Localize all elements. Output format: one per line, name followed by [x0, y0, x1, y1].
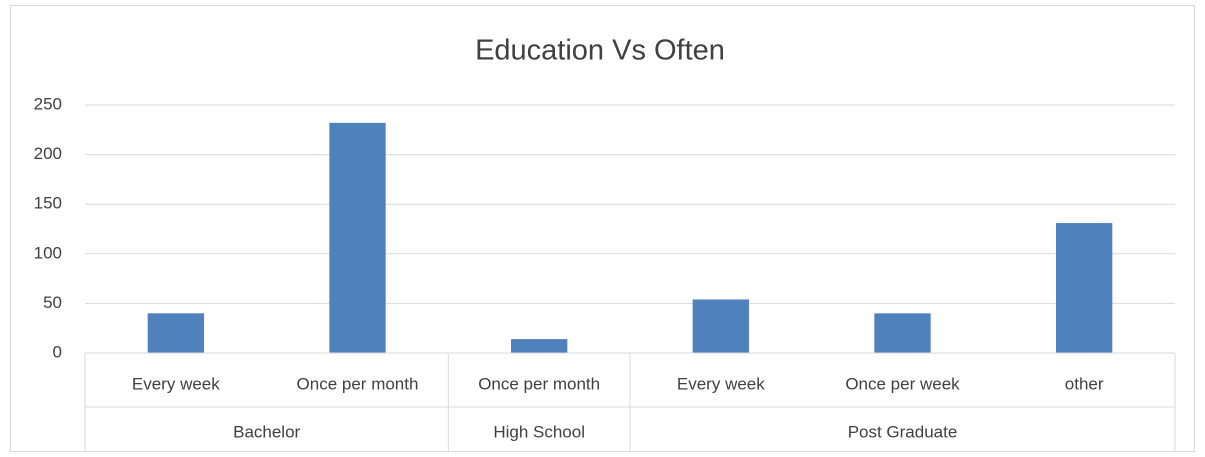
bar: [147, 313, 204, 353]
group-label: High School: [493, 422, 585, 441]
x-tick-label: Every week: [132, 374, 220, 393]
x-tick-label: Once per week: [845, 374, 960, 393]
bar: [874, 313, 931, 353]
y-tick-label: 200: [34, 144, 62, 163]
chart-title: Education Vs Often: [475, 35, 725, 67]
group-label: Bachelor: [233, 422, 300, 441]
y-tick-label: 0: [53, 342, 62, 361]
bar: [329, 122, 386, 353]
y-tick-label: 100: [34, 243, 62, 262]
chart-frame: [10, 5, 1195, 452]
bar: [511, 339, 568, 353]
group-label: Post Graduate: [848, 422, 958, 441]
x-tick-label: Every week: [677, 374, 765, 393]
bar: [1056, 223, 1113, 353]
x-tick-label: Once per month: [297, 374, 419, 393]
x-tick-label: other: [1065, 374, 1104, 393]
x-tick-label: Once per month: [478, 374, 600, 393]
bar: [692, 299, 749, 353]
y-tick-label: 250: [34, 94, 62, 113]
y-tick-label: 150: [34, 194, 62, 213]
y-tick-label: 50: [43, 293, 62, 312]
